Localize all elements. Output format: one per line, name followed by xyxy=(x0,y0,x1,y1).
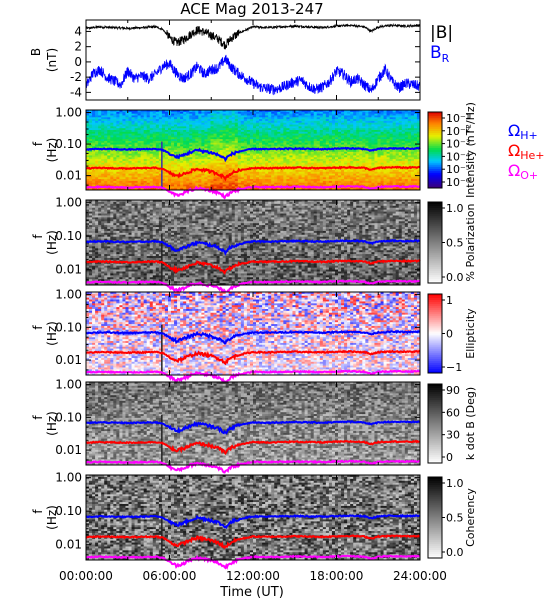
panel-1-ytick-label: 1.00 xyxy=(55,105,82,119)
panel-2-heatmap xyxy=(85,200,421,296)
panel-1-heatmap xyxy=(85,110,421,200)
panel-5-ylabel: f xyxy=(31,509,45,514)
panel-b-ytick-label: 0 xyxy=(74,55,82,69)
panel-4-colorbar-frame xyxy=(427,383,443,464)
panel-1-colorbar-tick-label: 10⁻⁶ xyxy=(446,176,471,189)
panel-4-gyro-h-line xyxy=(85,420,421,435)
panel-2-ytick-label: 1.00 xyxy=(55,196,82,210)
panel-1-colorbar-tick-label: 10⁻⁴ xyxy=(446,150,471,163)
panel-3-colorbar-tick-label: 1 xyxy=(446,294,453,307)
series-b-radial-line xyxy=(85,54,421,96)
x-tick-label: 00:00:00 xyxy=(59,569,113,583)
panel-b-ylabel-unit: (nT) xyxy=(45,48,59,72)
chart-title: ACE Mag 2013-247 xyxy=(180,0,323,18)
panel-1-colorbar-tick-label: 10⁻³ xyxy=(446,138,470,151)
panel-3-gyro-he-line xyxy=(86,349,421,366)
panel-2-gyro-he-line xyxy=(85,259,421,275)
panel-1-ylabel-unit: (Hz) xyxy=(45,138,59,163)
panel-1-colorbar-tick-label: 10⁻⁵ xyxy=(446,163,470,176)
panel-3-colorbar-tick-label: −1 xyxy=(446,361,462,374)
panel-2-gyro-h-line xyxy=(85,238,421,256)
panel-4-colorbar-label: k dot B (Deg) xyxy=(464,387,477,460)
panel-5-gyro-he-line xyxy=(85,534,421,550)
panel-4-ylabel-unit: (Hz) xyxy=(45,411,59,436)
panel-1-ytick-label: 0.10 xyxy=(55,137,82,151)
panel-2-colorbar-label: % Polarization xyxy=(464,204,477,282)
panel-1-colorbar-label: Intensity (nT²/Hz) xyxy=(464,102,477,198)
panel-5-gyro-h-line xyxy=(85,513,421,530)
x-tick-label: 12:00:00 xyxy=(226,569,280,583)
panel-4-colorbar-tick-label: 90 xyxy=(446,384,460,397)
panel-2-colorbar-tick-label: 0.0 xyxy=(446,271,464,284)
panel-3-ylabel: f xyxy=(31,325,45,330)
panel-4-colorbar-tick-label: 0 xyxy=(446,451,453,464)
panel-1-ylabel: f xyxy=(31,141,45,146)
panel-b-ytick-label: 2 xyxy=(74,40,82,54)
legend-gyro-h: ΩH+ xyxy=(508,121,538,142)
panel-4-gyro-he-line xyxy=(86,439,421,456)
panel-3-ytick-label: 1.00 xyxy=(55,288,82,302)
panel-4-ytick-label: 0.10 xyxy=(55,410,82,424)
panel-5-colorbar-tick-label: 0.5 xyxy=(446,512,464,525)
panel-5-heatmap xyxy=(85,475,421,570)
panel-b-field xyxy=(85,20,421,100)
panel-4-colorbar: 90 60 30 0 k dot B (Deg) xyxy=(427,383,477,464)
panel-4-colorbar-tick-label: 30 xyxy=(446,429,460,442)
x-axis-label: Time (UT) xyxy=(219,585,284,600)
panel-1-colorbar-frame xyxy=(427,111,443,189)
panel-4-colorbar-tick-label: 60 xyxy=(446,406,460,419)
panel-3-ytick-label: 0.10 xyxy=(55,320,82,334)
panel-2-ytick-label: 0.10 xyxy=(55,229,82,243)
panel-5-ytick-label: 1.00 xyxy=(55,471,82,485)
panel-5-ytick-label: 0.10 xyxy=(55,504,82,518)
panel-2-colorbar-tick-label: 0.5 xyxy=(446,237,464,250)
panel-2-colorbar: 1.0 0.5 0.0% Polarization xyxy=(427,201,477,284)
panel-5-colorbar-label: Coherency xyxy=(464,488,477,547)
panel-b-ytick-label: -4 xyxy=(70,85,82,99)
panel-2-colorbar-tick-label: 1.0 xyxy=(446,202,464,215)
panel-4-heatmap xyxy=(85,382,421,474)
legend-b-magnitude: |B| xyxy=(430,23,453,43)
panel-5-ytick-label: 0.01 xyxy=(55,538,82,552)
panel-2-ylabel: f xyxy=(31,234,45,239)
panel-1-gyro-he-line xyxy=(85,165,421,182)
panel-3-colorbar-label: Ellipticity xyxy=(464,308,477,359)
legend-b-radial: BR xyxy=(430,43,450,65)
panel-3-ylabel-unit: (Hz) xyxy=(45,321,59,346)
panel-5-colorbar-tick-label: 0.0 xyxy=(446,546,464,559)
legend-gyro-he: ΩHe+ xyxy=(508,141,545,162)
panel-2-ylabel-unit: (Hz) xyxy=(45,230,59,255)
panel-3-heatmap xyxy=(85,292,421,384)
panel-b-ytick-label: -2 xyxy=(70,70,82,84)
panel-3-colorbar-tick-label: 0 xyxy=(446,328,453,341)
panel-5-colorbar-tick-label: 1.0 xyxy=(446,477,464,490)
x-tick-label: 06:00:00 xyxy=(143,569,197,583)
panel-b-ylabel: B xyxy=(29,48,43,56)
panel-1-colorbar-tick-label: 10⁻¹ xyxy=(446,112,470,125)
panel-1-ytick-label: 0.01 xyxy=(55,169,82,183)
panel-1-gyro-h-line xyxy=(85,146,421,163)
panel-5-ylabel-unit: (Hz) xyxy=(45,505,59,530)
panel-3-gyro-h-line xyxy=(85,329,421,345)
panel-3-ytick-label: 0.01 xyxy=(55,353,82,367)
x-tick-label: 18:00:00 xyxy=(310,569,364,583)
panel-2-ytick-label: 0.01 xyxy=(55,263,82,277)
panel-4-ytick-label: 1.00 xyxy=(55,378,82,392)
panel-1-colorbar-tick-label: 10⁻² xyxy=(446,125,470,138)
panel-b-ytick-label: 4 xyxy=(74,24,82,38)
legend-gyro-o: ΩO+ xyxy=(508,161,538,182)
x-tick-label: 24:00:00 xyxy=(393,569,447,583)
panel-4-ytick-label: 0.01 xyxy=(55,443,82,457)
series-b-magnitude-line xyxy=(85,23,421,50)
panel-4-ylabel: f xyxy=(31,415,45,420)
